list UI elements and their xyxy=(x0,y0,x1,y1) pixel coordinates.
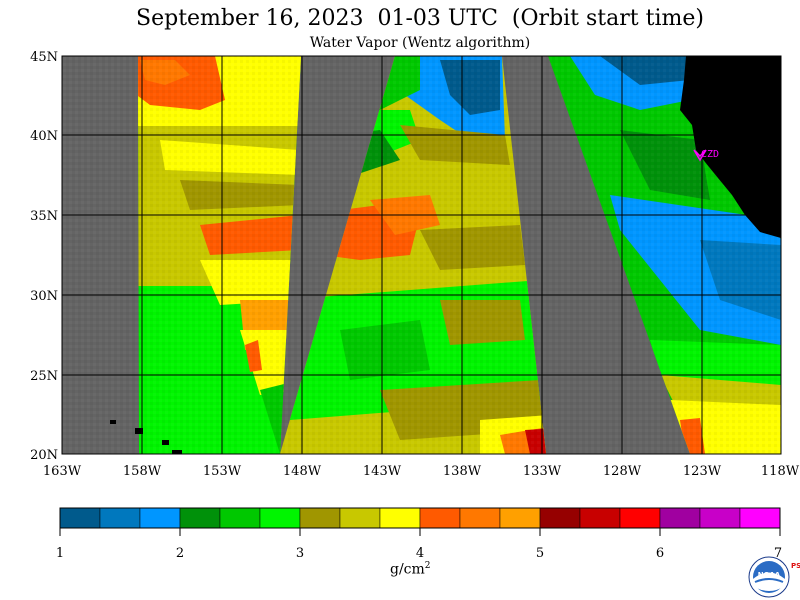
hawaii-islands xyxy=(110,420,182,454)
colorbar-swatch xyxy=(139,507,181,529)
lon-label: 153W xyxy=(203,464,242,479)
lon-label: 133W xyxy=(523,464,562,479)
colorbar-tick-label: 6 xyxy=(656,546,664,561)
colorbar-swatch xyxy=(459,507,501,529)
lat-label: 20N xyxy=(30,448,58,463)
data-layer xyxy=(62,56,781,454)
colorbar-swatch xyxy=(339,507,381,529)
noaa-logo-icon: NOAA xyxy=(748,556,790,598)
lon-label: 163W xyxy=(43,464,82,479)
colorbar-swatch xyxy=(579,507,621,529)
map-frame xyxy=(61,55,782,455)
station-label: CZD xyxy=(701,149,719,160)
colorbar-swatch xyxy=(59,507,101,529)
colorbar-swatch xyxy=(739,507,781,529)
colorbar-swatch xyxy=(539,507,581,529)
colorbar-tick-label: 7 xyxy=(774,546,782,561)
map-title: September 16, 2023 01-03 UTC (Orbit star… xyxy=(136,6,704,31)
colorbar-swatch xyxy=(699,507,741,529)
lon-label: 123W xyxy=(683,464,722,479)
colorbar-swatch xyxy=(259,507,301,529)
colorbar-swatch xyxy=(179,507,221,529)
lat-label: 40N xyxy=(30,129,58,144)
lat-label: 45N xyxy=(30,50,58,65)
station-marker: CZD xyxy=(693,149,719,162)
lon-label: 143W xyxy=(363,464,402,479)
colorbar-swatch xyxy=(659,507,701,529)
lon-label: 138W xyxy=(443,464,482,479)
lat-lon-grid xyxy=(62,56,781,454)
colorbar-swatch xyxy=(219,507,261,529)
colorbar-tick-label: 3 xyxy=(296,546,304,561)
map-subtitle: Water Vapor (Wentz algorithm) xyxy=(309,35,531,51)
latitude-labels: 45N 40N 35N 30N 25N 20N xyxy=(30,50,58,463)
lat-label: 35N xyxy=(30,209,58,224)
longitude-labels: 163W 158W 153W 148W 143W 138W 133W 128W 123W 118W xyxy=(43,464,800,479)
colorbar-swatch xyxy=(419,507,461,529)
lon-label: 148W xyxy=(283,464,322,479)
colorbar-swatch xyxy=(299,507,341,529)
units-label: g/cm2 xyxy=(390,561,431,578)
land-mass xyxy=(680,56,781,238)
colorbar-tick-label: 4 xyxy=(416,546,424,561)
colorbar-swatch xyxy=(379,507,421,529)
psl-logo-text: PSL xyxy=(791,562,800,570)
colorbar-swatch xyxy=(99,507,141,529)
colorbar-swatch xyxy=(619,507,661,529)
lon-label: 118W xyxy=(761,464,800,479)
lon-label: 128W xyxy=(603,464,642,479)
colorbar-tick-label: 1 xyxy=(56,546,64,561)
colorbar-swatch xyxy=(499,507,541,529)
colorbar-ticks: 1 2 3 4 5 6 7 xyxy=(56,528,782,561)
colorbar-tick-label: 5 xyxy=(536,546,544,561)
lat-label: 25N xyxy=(30,369,58,384)
svg-text:NOAA: NOAA xyxy=(758,571,781,579)
colorbar-tick-label: 2 xyxy=(176,546,184,561)
colorbar xyxy=(59,507,781,529)
lon-label: 158W xyxy=(123,464,162,479)
lat-label: 30N xyxy=(30,289,58,304)
